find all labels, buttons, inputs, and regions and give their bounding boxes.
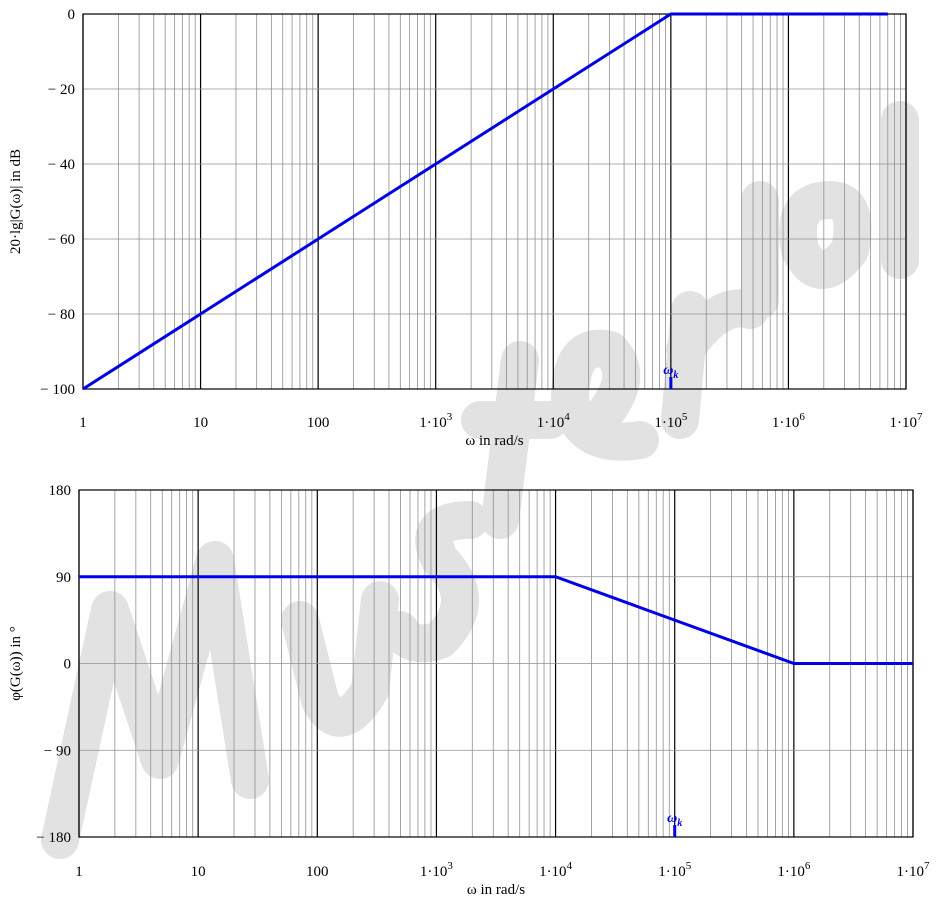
x-tick-label: 100 (306, 864, 329, 880)
x-tick-label: 100 (307, 415, 330, 431)
y-tick-label: − 100 (40, 382, 75, 398)
x-tick-label: 1·107 (890, 411, 924, 431)
watermark (60, 120, 900, 840)
x-tick-label: 1·107 (897, 860, 931, 880)
y-tick-label: − 90 (44, 743, 71, 759)
x-tick-label: 1·104 (539, 860, 573, 880)
x-tick-label: 10 (193, 415, 208, 431)
x-axis-label: ω in rad/s (467, 882, 525, 897)
x-tick-label: 1·106 (777, 860, 811, 880)
y-tick-label: 180 (49, 483, 72, 499)
plot-frame (83, 14, 906, 389)
x-tick-label: 1·106 (772, 411, 806, 431)
y-tick-label: − 40 (48, 157, 75, 173)
y-tick-label: 0 (68, 7, 76, 23)
x-tick-label: 1·105 (658, 860, 692, 880)
y-tick-label: − 60 (48, 232, 75, 248)
x-tick-label: 10 (191, 864, 206, 880)
x-tick-label: 1·103 (420, 860, 454, 880)
grid (83, 14, 906, 389)
y-tick-label: − 80 (48, 307, 75, 323)
y-tick-label: 90 (56, 570, 71, 586)
x-tick-label: 1·103 (419, 411, 453, 431)
x-tick-label: 1 (79, 415, 87, 431)
y-axis-label: 20·lg|G(ω)| in dB (8, 149, 24, 254)
y-tick-label: 0 (64, 657, 72, 673)
x-tick-label: 1 (75, 864, 83, 880)
y-tick-label: − 180 (36, 830, 71, 846)
y-tick-label: − 20 (48, 82, 75, 98)
grid (79, 490, 913, 837)
x-axis-label: ω in rad/s (465, 433, 523, 449)
y-axis-label: φ(G(ω)) in ° (8, 626, 24, 701)
